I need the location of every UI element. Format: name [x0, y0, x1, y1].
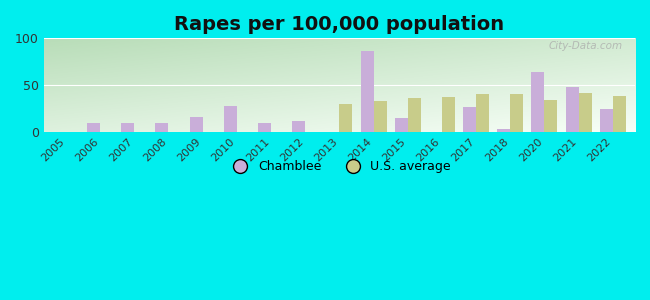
Bar: [497, 129, 510, 132]
Bar: [600, 109, 613, 132]
Bar: [442, 97, 455, 132]
Bar: [339, 104, 352, 132]
Bar: [408, 98, 421, 132]
Bar: [532, 72, 545, 132]
Bar: [566, 87, 578, 132]
Bar: [545, 100, 558, 132]
Bar: [613, 96, 626, 132]
Bar: [258, 122, 271, 132]
Bar: [87, 122, 100, 132]
Bar: [361, 51, 374, 132]
Bar: [155, 124, 168, 132]
Bar: [190, 117, 203, 132]
Bar: [292, 121, 306, 132]
Title: Rapes per 100,000 population: Rapes per 100,000 population: [174, 15, 504, 34]
Bar: [463, 106, 476, 132]
Bar: [578, 93, 592, 132]
Bar: [374, 101, 387, 132]
Bar: [476, 94, 489, 132]
Bar: [510, 94, 523, 132]
Legend: Chamblee, U.S. average: Chamblee, U.S. average: [223, 155, 456, 178]
Text: City-Data.com: City-Data.com: [549, 41, 623, 51]
Bar: [122, 122, 135, 132]
Bar: [224, 106, 237, 132]
Bar: [395, 118, 408, 132]
